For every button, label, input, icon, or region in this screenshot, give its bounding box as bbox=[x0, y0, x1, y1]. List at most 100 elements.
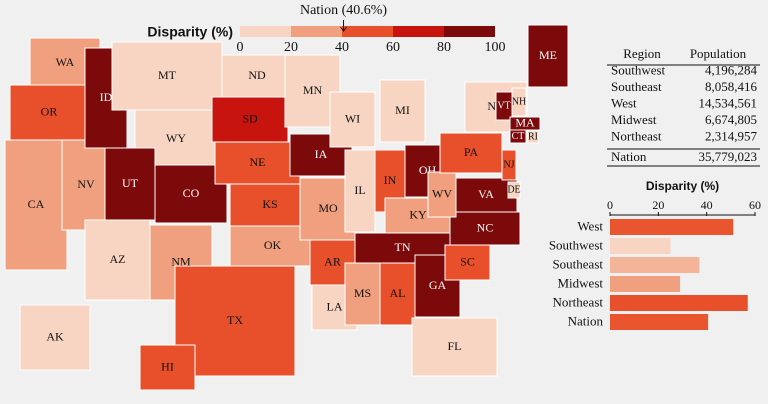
state-label: TX bbox=[227, 313, 243, 327]
state bbox=[444, 244, 491, 281]
state-label: IL bbox=[354, 183, 365, 197]
state bbox=[9, 84, 89, 141]
bar bbox=[610, 314, 709, 330]
bar bbox=[610, 257, 700, 273]
y-tick-label: Southeast bbox=[552, 256, 603, 271]
state bbox=[104, 147, 156, 221]
state-label: VA bbox=[478, 187, 494, 201]
table-cell: 8,058,416 bbox=[705, 79, 758, 94]
table-cell: Nation bbox=[611, 149, 647, 164]
state-label: HI bbox=[161, 359, 174, 373]
state-label: SD bbox=[242, 111, 258, 125]
state-label: TN bbox=[395, 240, 411, 254]
state bbox=[139, 344, 196, 391]
y-tick-label: Southwest bbox=[549, 237, 604, 252]
legend-title: Disparity (%) bbox=[147, 24, 233, 40]
table-cell: 35,779,023 bbox=[699, 149, 758, 164]
state-label: NV bbox=[77, 177, 95, 191]
state-label: AR bbox=[324, 254, 341, 268]
state-label: MS bbox=[354, 286, 371, 300]
table-cell: West bbox=[611, 95, 637, 110]
state-label: VT bbox=[497, 100, 510, 111]
state-label: ME bbox=[539, 48, 557, 62]
state-label: MN bbox=[303, 83, 323, 97]
legend-tick: 20 bbox=[284, 40, 298, 55]
chart-title: Disparity (%) bbox=[646, 179, 719, 193]
y-tick-label: Northeast bbox=[552, 294, 603, 309]
state bbox=[509, 129, 527, 144]
state bbox=[411, 317, 498, 377]
state-label: SC bbox=[460, 254, 475, 268]
state bbox=[501, 149, 517, 181]
state-label: WV bbox=[432, 186, 452, 200]
state bbox=[344, 149, 376, 233]
state bbox=[329, 91, 376, 148]
state-label: MT bbox=[158, 68, 177, 82]
legend-swatch bbox=[444, 26, 495, 37]
state-label: WY bbox=[166, 131, 186, 145]
state-label: PA bbox=[464, 145, 479, 159]
nation-arrow bbox=[340, 20, 347, 32]
x-tick-label: 40 bbox=[701, 198, 713, 212]
table-header: Population bbox=[690, 46, 747, 61]
state bbox=[19, 304, 91, 371]
legend-swatch bbox=[240, 26, 291, 37]
state bbox=[507, 181, 521, 199]
legend-tick: 80 bbox=[437, 40, 451, 55]
y-tick-label: West bbox=[577, 218, 603, 233]
table-cell: Northeast bbox=[611, 128, 662, 143]
table-cell: 14,534,561 bbox=[699, 95, 758, 110]
bar bbox=[610, 295, 748, 311]
state-label: OK bbox=[264, 238, 282, 252]
x-tick-label: 20 bbox=[652, 198, 664, 212]
state bbox=[214, 141, 301, 185]
y-tick-label: Midwest bbox=[558, 275, 604, 290]
y-tick-label: Nation bbox=[568, 313, 604, 328]
state bbox=[495, 91, 513, 121]
legend-tick: 40 bbox=[335, 40, 349, 55]
state-label: WI bbox=[345, 111, 360, 125]
legend-swatch bbox=[393, 26, 444, 37]
table-header: Region bbox=[623, 46, 661, 61]
state-label: NH bbox=[512, 96, 526, 107]
state-label: FL bbox=[447, 339, 461, 353]
state-label: MO bbox=[318, 201, 338, 215]
state-label: RI bbox=[528, 131, 538, 142]
table-cell: Southwest bbox=[611, 62, 666, 77]
state-label: MI bbox=[395, 103, 410, 117]
nation-label: Nation (40.6%) bbox=[300, 3, 387, 18]
state-label: GA bbox=[429, 278, 447, 292]
state bbox=[84, 219, 151, 301]
state bbox=[527, 24, 569, 88]
state-label: NC bbox=[477, 220, 494, 234]
x-tick-label: 60 bbox=[749, 198, 761, 212]
state-label: WA bbox=[56, 55, 75, 69]
table-cell: 2,314,957 bbox=[705, 128, 758, 143]
state bbox=[61, 139, 111, 231]
legend-swatch bbox=[342, 26, 393, 37]
state bbox=[211, 96, 289, 143]
state bbox=[527, 130, 539, 144]
state-label: ID bbox=[100, 90, 113, 104]
x-tick-label: 0 bbox=[607, 198, 613, 212]
table-cell: 6,674,805 bbox=[705, 112, 757, 127]
state bbox=[111, 41, 223, 111]
state-label: MA bbox=[515, 115, 535, 129]
state bbox=[439, 132, 503, 174]
state bbox=[379, 79, 426, 143]
state-label: KS bbox=[262, 197, 277, 211]
state-label: NJ bbox=[503, 159, 514, 170]
state-label: CA bbox=[28, 197, 45, 211]
state-label: CO bbox=[183, 186, 200, 200]
state bbox=[4, 139, 68, 271]
state-label: DE bbox=[507, 184, 520, 195]
state bbox=[229, 183, 311, 227]
state bbox=[221, 54, 293, 98]
state-label: LA bbox=[327, 299, 343, 313]
table-cell: Southeast bbox=[611, 79, 662, 94]
state-label: OR bbox=[41, 104, 58, 118]
state-label: NM bbox=[171, 254, 191, 268]
table-cell: Midwest bbox=[611, 112, 657, 127]
legend-tick: 60 bbox=[386, 40, 400, 55]
